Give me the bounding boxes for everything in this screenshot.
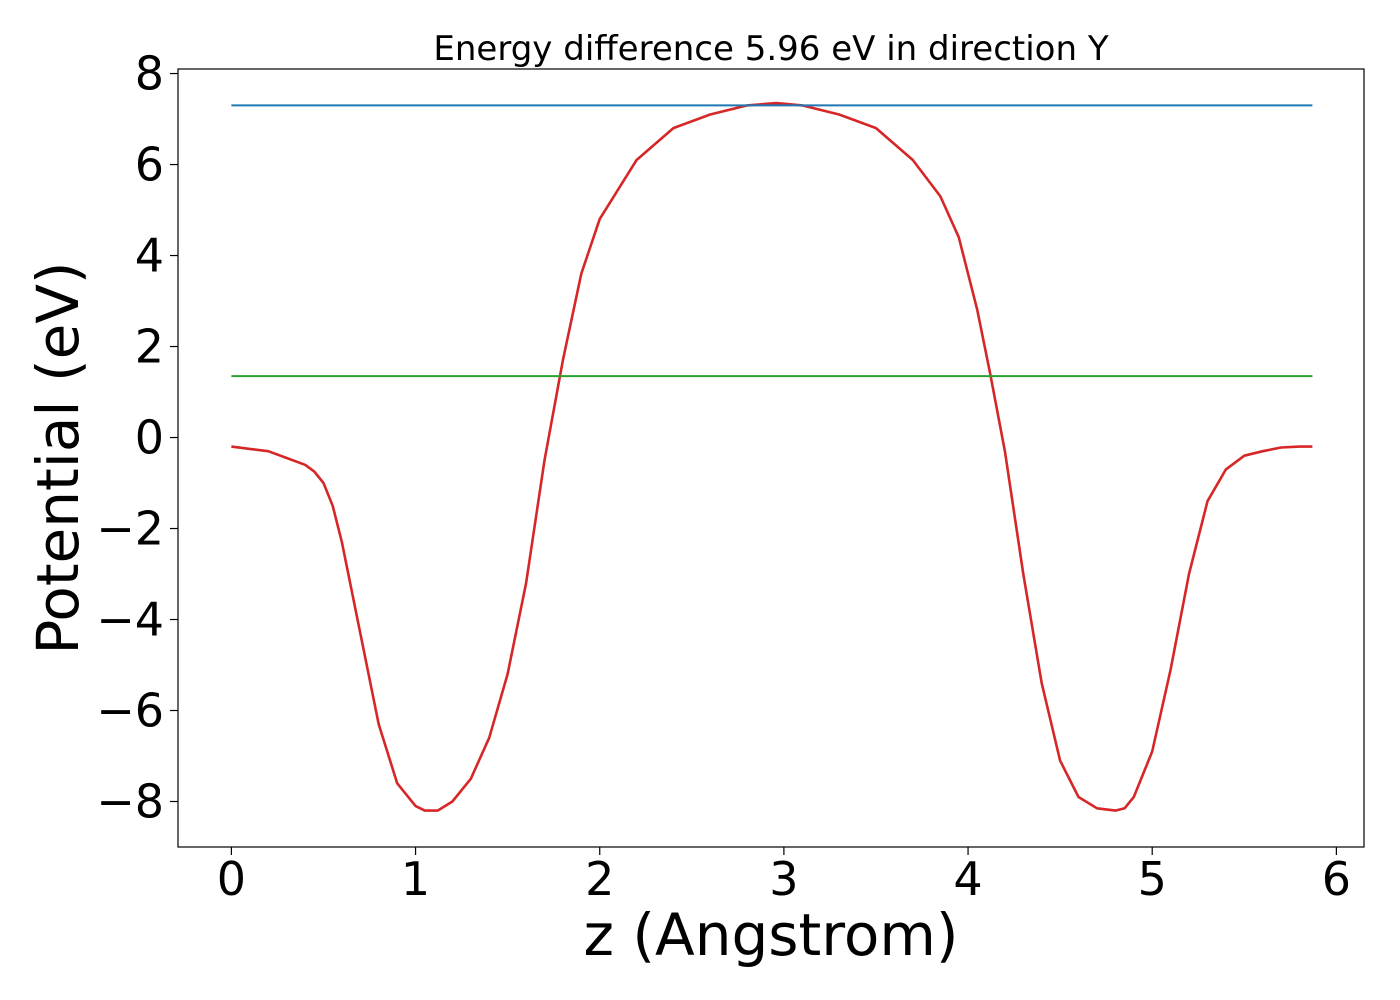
y-tick-label: −4 [96,593,164,647]
x-tick-label: 1 [401,852,430,906]
y-tick-label: −6 [96,684,164,738]
x-tick-label: 4 [953,852,982,906]
x-axis-label: z (Angstrom) [584,901,959,969]
plot-frame [177,68,1365,848]
y-tick-label: 2 [135,320,164,374]
x-tick-label: 0 [217,852,246,906]
x-tick-label: 5 [1138,852,1167,906]
y-axis-label: Potential (eV) [24,261,92,654]
y-axis: 8 6 4 2 0 −2 −4 −6 −8 [96,47,178,829]
y-tick-label: 4 [135,229,164,283]
chart-title: Energy difference 5.96 eV in direction Y [433,29,1108,69]
y-tick-label: 0 [135,411,164,465]
x-tick-label: 6 [1322,852,1351,906]
plot-area [231,101,1313,812]
y-tick-label: 6 [135,138,164,192]
series-line-0 [231,101,1313,812]
x-tick-label: 2 [585,852,614,906]
y-tick-label: 8 [135,47,164,101]
x-axis: 0 1 2 3 4 5 6 [217,847,1351,906]
x-tick-label: 3 [769,852,798,906]
y-tick-label: −8 [96,775,164,829]
y-tick-label: −2 [96,502,164,556]
